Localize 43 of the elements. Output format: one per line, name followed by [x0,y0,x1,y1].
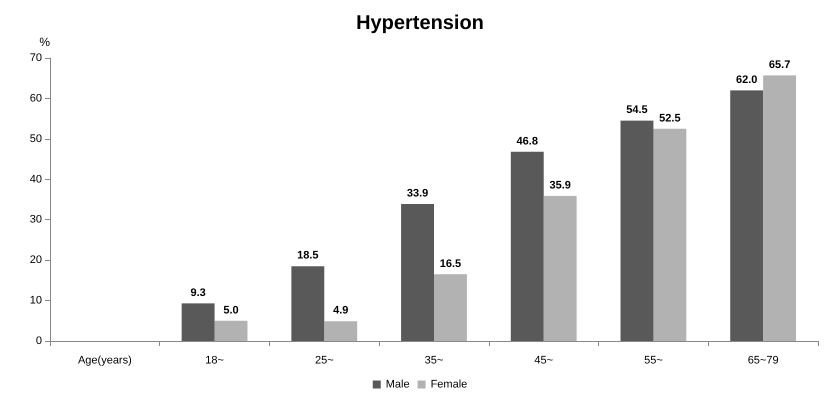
bar [730,90,764,341]
bar [291,266,324,341]
data-label: 65.7 [768,58,790,71]
y-tick-label: 40 [30,173,42,186]
y-tick-label: 20 [30,254,42,266]
x-tick-label: 65~79 [748,354,779,366]
bar [620,120,654,341]
data-label: 5.0 [223,304,239,316]
y-tick-label: 70 [30,52,42,64]
y-tick-label: 50 [30,132,42,145]
y-tick-label: 30 [30,214,42,226]
data-label: 16.5 [440,258,462,270]
bar [510,152,544,341]
data-label: 62.0 [736,74,758,86]
bar [182,303,215,341]
data-label: 18.5 [297,250,319,262]
bar [401,204,434,341]
bar [214,320,248,341]
x-tick-label: 18~ [205,354,224,366]
x-tick-label: 45~ [534,354,554,366]
bar [324,321,358,341]
x-tick-label: Age(years) [78,354,132,366]
legend-label: Female [430,378,468,390]
x-tick-label: 55~ [644,354,663,366]
x-tick-label: 25~ [314,354,334,366]
y-tick-label: 60 [30,92,42,104]
data-label: 46.8 [516,135,538,148]
data-label: 54.5 [626,104,648,116]
data-label: 52.5 [659,112,681,124]
y-tick-label: 10 [30,294,42,307]
bar [763,75,796,341]
data-label: 33.9 [406,187,428,200]
x-tick-label: 35~ [424,354,444,366]
bar [653,128,686,341]
data-label: 4.9 [333,304,348,317]
chart-title: Hypertension [356,12,484,34]
y-tick-label: 0 [36,335,42,347]
bar [434,274,467,341]
y-axis-title: % [39,35,50,49]
bar [544,196,577,341]
legend-label: Male [386,378,410,390]
data-label: 35.9 [549,179,571,192]
data-label: 9.3 [190,286,206,299]
